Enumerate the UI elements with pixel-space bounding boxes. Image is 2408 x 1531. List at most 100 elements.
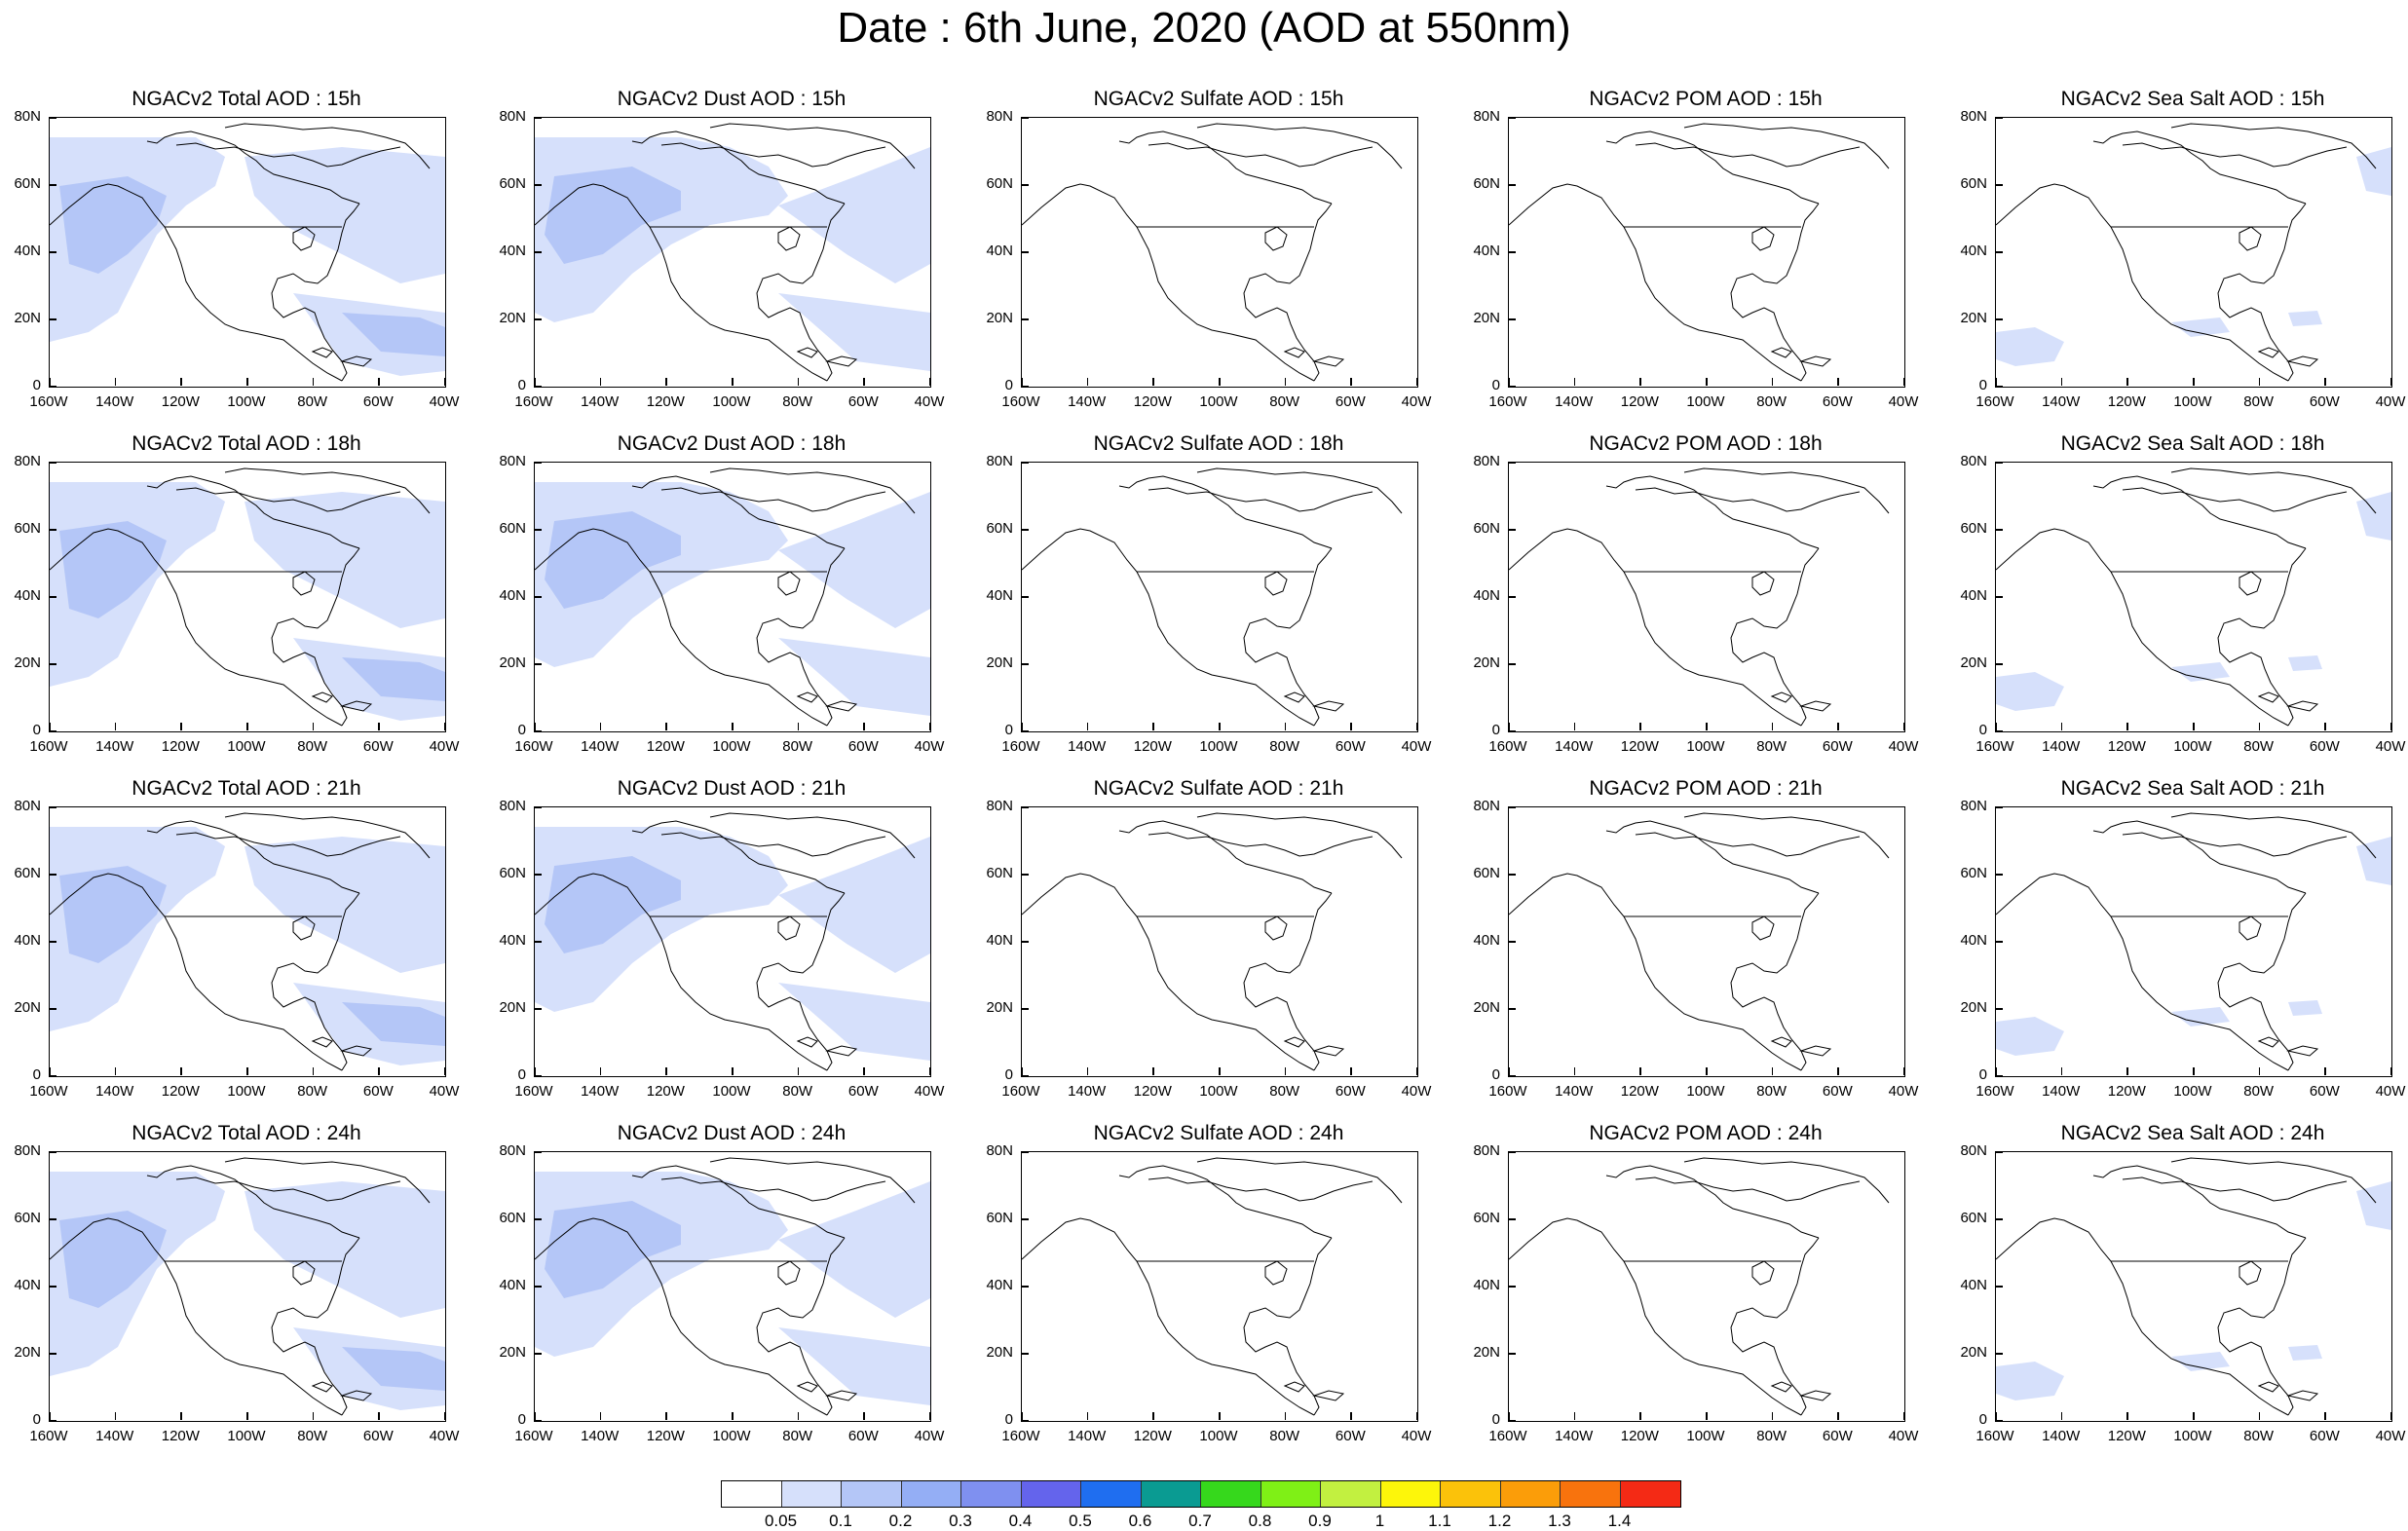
longitude-tick-label: 40W	[914, 393, 945, 410]
longitude-tick-mark	[1995, 723, 1997, 730]
colorbar-swatch	[722, 1481, 782, 1507]
latitude-tick-mark	[49, 318, 56, 320]
latitude-tick-mark	[1995, 1286, 2003, 1288]
coastline	[1799, 355, 1832, 367]
coastline	[50, 1217, 343, 1416]
longitude-tick-mark	[1219, 1067, 1221, 1075]
longitude-tick-mark	[599, 723, 602, 730]
longitude-tick-label: 40W	[2375, 393, 2406, 410]
longitude-tick-mark	[2258, 378, 2261, 386]
coastline	[2217, 547, 2307, 727]
latitude-tick-mark	[1995, 462, 2003, 464]
latitude-tick-mark	[1508, 1008, 1516, 1010]
longitude-tick-mark	[2193, 378, 2195, 386]
coastline	[1605, 475, 1820, 549]
aod-shading-region	[778, 638, 930, 716]
coastline	[2257, 1036, 2279, 1048]
longitude-tick-mark	[1771, 1067, 1774, 1075]
coastline	[777, 226, 801, 251]
longitude-tick-mark	[49, 1067, 51, 1075]
longitude-tick-label: 140W	[2042, 1428, 2081, 1444]
latitude-tick-mark	[1508, 117, 1516, 119]
longitude-tick-mark	[1416, 1067, 1418, 1075]
colorbar-label: 1.3	[1548, 1512, 1571, 1530]
latitude-tick-label: 0	[1004, 377, 1013, 393]
colorbar-label: 0.1	[829, 1512, 852, 1530]
coastline	[1118, 820, 1333, 894]
longitude-tick-label: 120W	[1620, 1083, 1659, 1100]
colorbar-swatch	[1620, 1481, 1680, 1507]
coastline	[1683, 812, 1890, 859]
latitude-tick-label: 80N	[986, 1142, 1013, 1159]
longitude-tick-mark	[180, 1067, 182, 1075]
longitude-tick-label: 120W	[161, 1428, 200, 1444]
longitude-tick-label: 120W	[2107, 1083, 2146, 1100]
latitude-tick-label: 60N	[14, 1210, 41, 1226]
panel-title: NGACv2 Dust AOD : 18h	[617, 432, 847, 455]
colorbar-swatch	[1141, 1481, 1201, 1507]
map-canvas	[1022, 123, 1403, 382]
latitude-tick-mark	[1508, 386, 1516, 388]
longitude-tick-label: 100W	[712, 1428, 751, 1444]
latitude-tick-label: 80N	[14, 108, 41, 125]
coastline	[825, 1390, 858, 1401]
longitude-tick-label: 140W	[1068, 1428, 1107, 1444]
coastline	[2286, 700, 2319, 712]
coastline	[292, 571, 316, 596]
latitude-tick-mark	[1021, 1218, 1029, 1220]
map-plot-area	[534, 117, 931, 388]
longitude-tick-label: 60W	[1335, 393, 1366, 410]
longitude-tick-label: 120W	[646, 393, 685, 410]
longitude-tick-mark	[1508, 723, 1510, 730]
map-plot-area	[1995, 117, 2392, 388]
aod-shading-region	[778, 837, 930, 973]
colorbar-swatch	[901, 1481, 961, 1507]
latitude-tick-label: 40N	[1473, 1277, 1500, 1293]
map-plot-area	[1021, 462, 1418, 732]
longitude-tick-mark	[1837, 723, 1839, 730]
aod-shading-region	[2356, 1181, 2391, 1230]
coastline	[1118, 131, 1333, 205]
latitude-tick-mark	[1995, 874, 2003, 876]
longitude-tick-label: 60W	[1335, 1083, 1366, 1100]
coastline	[1751, 571, 1775, 596]
colorbar-swatch	[1260, 1481, 1321, 1507]
colorbar-swatch	[1500, 1481, 1561, 1507]
latitude-tick-mark	[534, 941, 542, 943]
coastline	[1996, 873, 2289, 1071]
coastline	[1635, 142, 1861, 168]
map-canvas	[50, 812, 445, 1071]
longitude-tick-mark	[1152, 1067, 1154, 1075]
latitude-tick-label: 0	[517, 1066, 526, 1083]
latitude-tick-mark	[1508, 251, 1516, 253]
coastline	[1605, 1165, 1820, 1239]
longitude-tick-mark	[1416, 1412, 1418, 1420]
panel-title: NGACv2 Total AOD : 21h	[132, 777, 361, 800]
longitude-tick-label: 80W	[1756, 738, 1787, 755]
longitude-tick-label: 100W	[1199, 1083, 1238, 1100]
latitude-tick-label: 80N	[499, 108, 526, 125]
coastline	[1264, 915, 1288, 941]
latitude-tick-mark	[1995, 941, 2003, 943]
aod-shading-region	[545, 1201, 681, 1298]
longitude-tick-mark	[2060, 1067, 2063, 1075]
aod-shading-region	[2356, 147, 2391, 196]
coastline	[660, 142, 886, 168]
latitude-tick-mark	[49, 663, 56, 665]
longitude-tick-label: 40W	[1888, 738, 1919, 755]
latitude-tick-mark	[534, 318, 542, 320]
coastline	[709, 467, 916, 514]
latitude-tick-mark	[1021, 462, 1029, 464]
latitude-tick-mark	[1021, 184, 1029, 186]
latitude-tick-mark	[534, 1218, 542, 1220]
longitude-tick-mark	[1706, 723, 1708, 730]
coastline	[271, 203, 360, 382]
map-canvas	[1022, 1157, 1403, 1416]
coastline	[631, 820, 846, 894]
longitude-tick-label: 40W	[914, 738, 945, 755]
latitude-tick-mark	[49, 251, 56, 253]
latitude-tick-mark	[534, 1151, 542, 1153]
coastline	[1605, 131, 1820, 205]
latitude-tick-mark	[1021, 730, 1029, 732]
longitude-tick-mark	[1573, 1067, 1576, 1075]
